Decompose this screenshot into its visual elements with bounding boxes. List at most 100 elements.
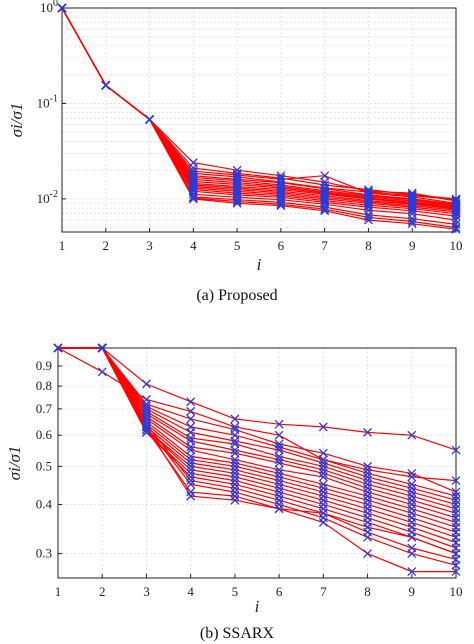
data-point bbox=[363, 549, 373, 559]
data-point bbox=[230, 479, 240, 489]
data-point bbox=[188, 192, 198, 202]
data-point bbox=[186, 455, 196, 465]
data-point bbox=[407, 202, 417, 212]
y-tick-label: 100 bbox=[40, 0, 58, 15]
x-tick-label: 3 bbox=[146, 238, 153, 253]
data-point bbox=[274, 495, 284, 505]
series-line-1 bbox=[58, 347, 457, 451]
data-point bbox=[186, 472, 196, 482]
x-tick-label: 7 bbox=[321, 238, 328, 253]
data-point bbox=[141, 422, 151, 432]
data-point bbox=[363, 483, 373, 493]
data-point bbox=[97, 343, 107, 353]
y-tick-label: 0.9 bbox=[36, 358, 52, 373]
data-point bbox=[363, 427, 373, 437]
data-point bbox=[451, 223, 461, 233]
data-point bbox=[318, 458, 328, 468]
data-point bbox=[318, 491, 328, 501]
data-point bbox=[363, 522, 373, 532]
data-point bbox=[274, 483, 284, 493]
x-tick-label: 10 bbox=[450, 584, 463, 599]
data-point bbox=[186, 406, 196, 416]
data-point bbox=[274, 504, 284, 514]
data-point bbox=[407, 487, 417, 497]
data-point bbox=[274, 479, 284, 489]
data-point bbox=[363, 532, 373, 542]
data-point bbox=[230, 414, 240, 424]
series-line-7 bbox=[58, 347, 457, 510]
data-point bbox=[318, 508, 328, 518]
data-point bbox=[451, 567, 461, 577]
data-point bbox=[186, 491, 196, 501]
data-point bbox=[318, 455, 328, 465]
data-point bbox=[186, 442, 196, 452]
data-point bbox=[320, 204, 330, 214]
data-point bbox=[363, 461, 373, 471]
y-tick-label: 0.6 bbox=[36, 427, 53, 442]
data-point bbox=[232, 198, 242, 208]
x-axis-label: i bbox=[257, 255, 262, 274]
series-line-5 bbox=[61, 7, 457, 205]
data-point bbox=[186, 465, 196, 475]
data-point bbox=[318, 487, 328, 497]
data-point bbox=[230, 458, 240, 468]
data-point bbox=[318, 472, 328, 482]
x-tick-label: 9 bbox=[409, 238, 416, 253]
data-point bbox=[363, 198, 373, 208]
data-point bbox=[186, 414, 196, 424]
data-point bbox=[451, 499, 461, 509]
data-point bbox=[232, 197, 242, 206]
x-axis-label: i bbox=[255, 597, 260, 616]
data-point bbox=[363, 479, 373, 489]
data-point bbox=[274, 499, 284, 509]
data-point bbox=[318, 517, 328, 527]
data-point bbox=[407, 495, 417, 505]
data-point bbox=[276, 201, 286, 211]
data-point bbox=[407, 217, 417, 226]
y-axis-label: σi/σ1 bbox=[5, 446, 24, 481]
data-point bbox=[230, 491, 240, 501]
data-point bbox=[318, 461, 328, 471]
data-point bbox=[363, 202, 373, 212]
y-tick-base: 10 bbox=[37, 191, 50, 206]
data-point bbox=[186, 476, 196, 486]
data-point bbox=[407, 532, 417, 542]
data-point bbox=[186, 445, 196, 455]
data-point bbox=[186, 451, 196, 461]
data-point bbox=[407, 468, 417, 478]
data-point bbox=[318, 422, 328, 432]
data-point bbox=[276, 199, 286, 209]
y-tick-label: 0.8 bbox=[36, 378, 52, 393]
y-tick-base: 10 bbox=[40, 0, 53, 15]
data-point bbox=[407, 472, 417, 482]
series-line-19 bbox=[58, 347, 456, 573]
series-line-5 bbox=[58, 347, 457, 501]
y-tick-exponent: -2 bbox=[50, 189, 58, 200]
data-point bbox=[407, 206, 417, 216]
data-point bbox=[451, 549, 461, 559]
y-axis-label: σi/σ1 bbox=[7, 103, 26, 138]
x-tick-label: 6 bbox=[276, 584, 283, 599]
series-line-20 bbox=[58, 347, 457, 555]
x-tick-label: 7 bbox=[320, 584, 327, 599]
data-point bbox=[363, 476, 373, 486]
y-tick-exponent: -1 bbox=[50, 93, 58, 104]
y-tick-label: 10-2 bbox=[37, 189, 58, 206]
series-line-3 bbox=[61, 7, 457, 204]
data-point bbox=[274, 491, 284, 501]
data-point bbox=[451, 209, 461, 219]
data-point bbox=[451, 495, 461, 505]
data-point bbox=[230, 495, 240, 505]
x-tick-label: 8 bbox=[364, 584, 371, 599]
y-tick-label: 0.5 bbox=[36, 458, 52, 473]
data-point bbox=[232, 195, 242, 205]
data-point bbox=[53, 343, 63, 353]
data-point bbox=[186, 487, 196, 497]
data-point bbox=[320, 196, 330, 206]
data-point bbox=[363, 491, 373, 501]
data-point bbox=[230, 455, 240, 465]
data-point bbox=[274, 487, 284, 497]
y-tick-exponent: 0 bbox=[53, 0, 58, 9]
data-point bbox=[230, 472, 240, 482]
data-point bbox=[320, 206, 330, 216]
